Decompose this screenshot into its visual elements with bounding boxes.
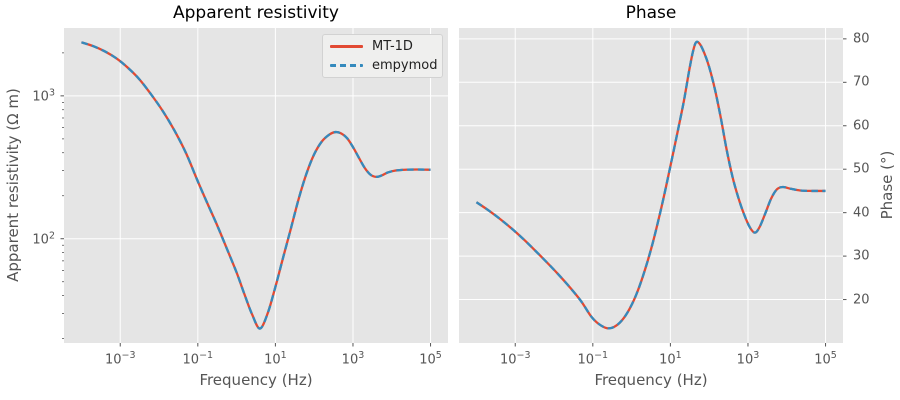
x-tick-label: 101 (659, 350, 682, 368)
legend-line-sample-dashed (330, 64, 363, 67)
y-tick-label: 60 (853, 118, 870, 134)
x-tick-label: 10−1 (182, 350, 214, 368)
x-tick-label: 103 (341, 350, 365, 368)
y-tick-label: 80 (853, 31, 870, 47)
x-tick-label: 10−3 (104, 350, 136, 368)
x-tick-label: 101 (264, 350, 287, 368)
x-tick-label: 10−3 (499, 350, 531, 368)
legend-item-empymod: empymod (330, 57, 438, 74)
x-tick-label: 105 (419, 350, 442, 368)
y-tick-label: 30 (853, 248, 870, 264)
y-tick-label: 50 (853, 161, 870, 177)
y-axis-label-apparent-resistivity: Apparent resistivity (Ω m) (4, 88, 22, 282)
legend: MT-1D empymod (322, 34, 443, 78)
y-tick-label: 20 (853, 292, 870, 308)
legend-item-mt1d: MT-1D (330, 38, 435, 55)
legend-line-sample-solid (330, 45, 363, 48)
subplot-title-apparent-resistivity: Apparent resistivity (173, 3, 339, 23)
x-tick-label: 105 (814, 350, 837, 368)
y-tick-label: 40 (853, 205, 870, 221)
x-tick-label: 103 (736, 350, 760, 368)
y-tick-label: 70 (853, 74, 870, 90)
y-tick-label: 102 (32, 230, 55, 248)
y-axis-label-phase: Phase (°) (878, 150, 896, 220)
x-tick-label: 10−1 (577, 350, 609, 368)
x-axis-label-left: Frequency (Hz) (199, 371, 313, 389)
legend-label-mt1d: MT-1D (372, 39, 413, 54)
subplot-title-phase: Phase (625, 3, 677, 23)
legend-label-empymod: empymod (372, 58, 438, 73)
x-axis-label-right: Frequency (Hz) (594, 371, 708, 389)
y-tick-label: 103 (32, 87, 55, 105)
